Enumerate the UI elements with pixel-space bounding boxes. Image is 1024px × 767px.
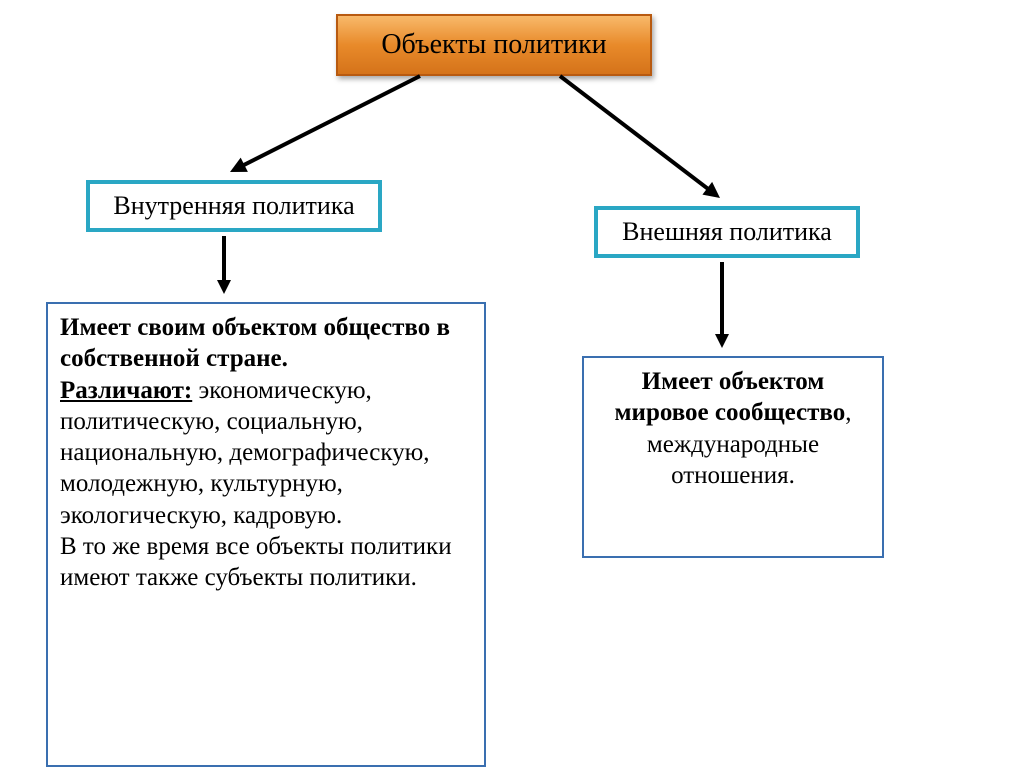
left-content-text: Имеет своим объектом общество в собствен… (60, 312, 472, 593)
right-content-text: Имеет объектом мировое сообщество, между… (596, 366, 870, 491)
left-content-bold: Имеет своим объектом общество в собствен… (60, 314, 450, 372)
title-box: Объекты политики (336, 14, 652, 76)
right-sub-text: Внешняя политика (622, 217, 832, 247)
left-content-box: Имеет своим объектом общество в собствен… (46, 302, 486, 767)
title-text: Объекты политики (381, 29, 606, 61)
right-sub-box: Внешняя политика (594, 206, 860, 258)
left-sub-box: Внутренняя политика (86, 180, 382, 232)
left-content-label: Различают: (60, 377, 192, 404)
left-sub-text: Внутренняя политика (113, 191, 354, 221)
left-content-line3: В то же время все объекты политики имеют… (60, 533, 452, 591)
right-content-bold: Имеет объектом мировое сообщество (615, 368, 846, 426)
right-content-box: Имеет объектом мировое сообщество, между… (582, 356, 884, 558)
